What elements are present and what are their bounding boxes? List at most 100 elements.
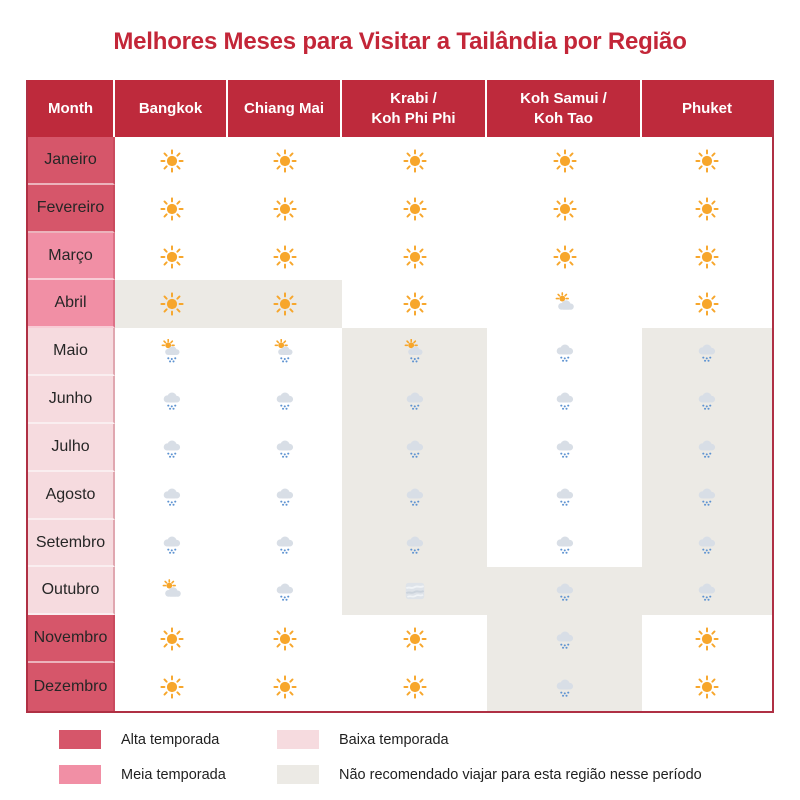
cloud-with-rain-icon [552,626,578,652]
weather-cell [487,663,642,711]
column-header-koh-samui-koh-tao: Koh Samui / Koh Tao [487,80,642,137]
weather-cell [642,137,772,185]
cloud-with-rain-icon [694,531,720,557]
legend: Alta temporada Meia temporada Baixa tempor… [59,730,702,784]
sun-icon [552,148,578,174]
weather-cell [115,519,228,568]
weather-cell [115,471,228,520]
weather-cell [642,663,772,711]
legend-label: Meia temporada [121,766,226,783]
sun-icon [694,291,720,317]
weather-cell [642,615,772,664]
legend-item-alta: Alta temporada [59,730,277,749]
sun-icon [159,626,185,652]
sun-icon [402,674,428,700]
legend-item-baixa: Baixa temporada [277,730,702,749]
sun-icon [159,244,185,270]
column-header-phuket: Phuket [642,80,772,137]
table-row-mar-o: Março [28,232,772,281]
legend-label: Alta temporada [121,731,220,748]
weather-cell [642,567,772,616]
sun-icon [272,244,298,270]
weather-cell [228,328,342,377]
column-header-bangkok: Bangkok [115,80,228,137]
weather-cell [228,137,342,185]
cloud-with-rain-icon [552,339,578,365]
weather-cell [342,663,487,711]
cloud-with-rain-icon [552,578,578,604]
weather-cell [228,519,342,568]
weather-cell [228,471,342,520]
sun-behind-cloud-icon [159,578,185,604]
weather-cell [115,423,228,472]
weather-cell [342,519,487,568]
weather-cell [642,471,772,520]
weather-cell [115,137,228,185]
sun-icon [402,626,428,652]
month-cell-maio: Maio [28,328,115,377]
sun-icon [402,291,428,317]
month-cell-mar-o: Março [28,232,115,281]
weather-cell [642,376,772,424]
legend-label: Não recomendado viajar para esta região … [339,766,702,783]
sun-behind-cloud-icon [552,291,578,317]
table-body: Janeiro Fevereiro [28,137,772,711]
sun-icon [159,196,185,222]
weather-cell [342,423,487,472]
sun-icon [694,244,720,270]
weather-cell [487,280,642,329]
sun-icon [402,148,428,174]
cloud-with-rain-icon [272,387,298,413]
month-cell-agosto: Agosto [28,471,115,520]
legend-label: Baixa temporada [339,731,449,748]
weather-cell [642,423,772,472]
weather-cell [228,280,342,329]
table-row-setembro: Setembro [28,519,772,568]
cloud-with-rain-icon [272,483,298,509]
sun-icon [694,196,720,222]
cloud-with-rain-icon [694,483,720,509]
table-header-row: Month Bangkok Chiang Mai Krabi / Koh Phi Ph… [28,80,772,137]
weather-cell [342,328,487,377]
weather-cell [342,232,487,281]
sun-icon [272,291,298,317]
legend-item-meia: Meia temporada [59,765,277,784]
table-row-junho: Junho [28,376,772,424]
weather-cell [642,328,772,377]
weather-cell [342,280,487,329]
cloud-with-rain-icon [402,483,428,509]
weather-cell [115,184,228,233]
page-title: Melhores Meses para Visitar a Tailândia … [113,28,687,55]
month-cell-novembro: Novembro [28,615,115,664]
month-cell-junho: Junho [28,376,115,424]
weather-cell [228,232,342,281]
weather-cell [342,137,487,185]
cloud-with-rain-icon [694,387,720,413]
cloud-with-rain-icon [159,531,185,557]
cloud-with-rain-icon [552,387,578,413]
table-row-janeiro: Janeiro [28,137,772,185]
weather-cell [487,471,642,520]
cloud-with-rain-icon [272,578,298,604]
cloud-with-rain-icon [402,531,428,557]
weather-cell [115,328,228,377]
table-row-outubro: Outubro [28,567,772,616]
column-header-chiang-mai: Chiang Mai [228,80,342,137]
sun-icon [159,291,185,317]
legend-swatch-nao-recomendado [277,765,319,784]
weather-cell [487,232,642,281]
weather-cell [228,567,342,616]
month-cell-dezembro: Dezembro [28,663,115,711]
sun-icon [159,148,185,174]
weather-cell [115,232,228,281]
weather-cell [115,567,228,616]
table-row-abril: Abril [28,280,772,329]
month-cell-janeiro: Janeiro [28,137,115,185]
weather-cell [642,232,772,281]
column-header-month: Month [28,80,115,137]
sun-icon [402,244,428,270]
cloud-with-rain-icon [694,578,720,604]
cloud-with-rain-icon [694,435,720,461]
weather-cell [487,184,642,233]
weather-cell [487,423,642,472]
